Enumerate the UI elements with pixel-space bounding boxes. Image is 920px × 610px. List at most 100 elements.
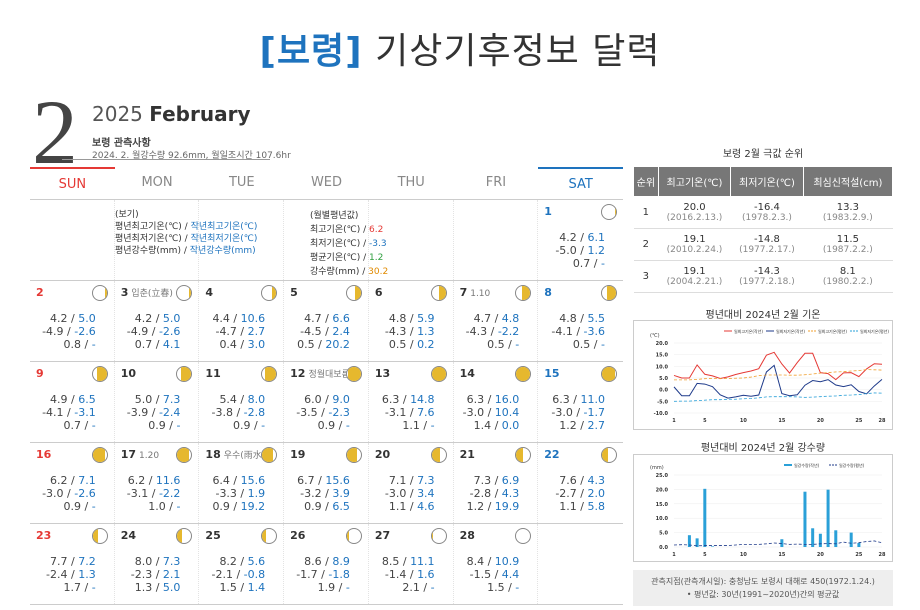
lastyear-value: 19.9: [494, 500, 520, 513]
normal-value: 0.5 /: [572, 338, 602, 351]
big-month-number: 2: [32, 81, 78, 183]
normal-value: -3.2 /: [300, 487, 333, 500]
lastyear-value: 10.9: [494, 555, 520, 568]
normal-value: 0.9 /: [304, 500, 333, 513]
day-values: 5.0 / 7.3 -3.9 / -2.4 0.9 / -: [127, 393, 181, 432]
lastyear-value: 6.6: [332, 312, 350, 325]
normal-value: 1.2 /: [466, 500, 495, 513]
day-values: 4.9 / 6.5 -4.1 / -3.1 0.7 / -: [42, 393, 96, 432]
lastyear-value: 7.3: [162, 555, 181, 568]
day-number: 16: [36, 448, 52, 461]
empty-cell: [454, 200, 539, 280]
moon-phase-icon: [601, 285, 617, 301]
lastyear-value: 4.3: [501, 487, 520, 500]
normal-value: -2.4 /: [46, 568, 79, 581]
calendar-week-row: 9 4.9 / 6.5 -4.1 / -3.1 0.7 / -10 5.0 / 7.3-…: [30, 362, 623, 443]
lastyear-value: 4.3: [587, 474, 606, 487]
moon-phase-icon: [91, 528, 108, 544]
empty-cell: [115, 200, 200, 280]
day-number: 14: [459, 367, 475, 380]
lastyear-value: 14.8: [410, 393, 435, 406]
day-values: 7.3 / 6.9 -2.8 / 4.3 1.2 / 19.9: [467, 474, 520, 513]
x-tick-label: 20: [817, 418, 824, 424]
lastyear-value: 4.1: [162, 338, 181, 351]
lastyear-value: -2.6: [158, 325, 181, 338]
day-cell: 3 입춘(立春) 4.2 / 5.0 -4.9 / -2.6 0.7 / 4.1: [115, 281, 200, 361]
lastyear-value: 1.6: [417, 568, 435, 581]
day-number: 24: [120, 529, 137, 542]
day-cell: 18 우수(雨水) 6.4 / 15.6 -3.3 / 1.9 0.9 / 19.2: [199, 443, 285, 523]
normal-value: -2.1 /: [211, 568, 244, 581]
day-values: 8.6 / 8.9 -1.7 / -1.8 1.9 / -: [296, 555, 350, 594]
normal-value: -4.7 /: [215, 325, 248, 338]
day-values: 6.7 / 15.6 -3.2 / 3.9 0.9 / 6.5: [297, 474, 350, 513]
rain-bar: [826, 489, 830, 547]
ranking-cell: 11.5 (1987.2.2.): [803, 228, 893, 261]
ranking-cell: 8.1 (1980.2.2.): [803, 260, 893, 293]
y-tick-label: 15.0: [656, 502, 669, 508]
normal-value: -4.9 /: [126, 325, 159, 338]
normal-value: 0.9 /: [148, 419, 177, 432]
lastyear-value: 5.9: [417, 312, 435, 325]
day-values: 7.7 / 7.2 -2.4 / 1.3 1.7 / -: [46, 555, 96, 594]
normal-value: -3.5 /: [296, 406, 329, 419]
series-line: [673, 392, 883, 402]
calendar-week-row: 1 4.2 / 6.1 -5.0 / 1.2 0.7 / -: [30, 200, 623, 281]
day-cell: 12 정월대보름 6.0 / 9.0 -3.5 / -2.3 0.9 / -: [284, 362, 369, 442]
rain-bar: [834, 530, 838, 547]
ranking-header: 최고기온(℃): [657, 166, 732, 197]
normal-value: 0.9 /: [232, 419, 262, 432]
weekday-tue: TUE: [228, 175, 255, 190]
normal-value: -1.7 /: [296, 568, 329, 581]
moon-phase-icon: [176, 366, 193, 382]
empty-cell: [199, 200, 285, 280]
series-line: [673, 351, 883, 381]
day-values: 4.8 / 5.5 -4.1 / -3.6 0.5 / -: [551, 312, 605, 351]
normal-value: 0.4 /: [219, 338, 248, 351]
moon-phase-icon: [430, 528, 447, 544]
day-values: 4.7 / 6.6 -4.5 / 2.4 0.5 / 20.2: [297, 312, 350, 351]
monthly-max-label: 최고기온(℃) /: [310, 225, 370, 235]
normal-value: 6.4 /: [212, 474, 241, 487]
normal-value: 0.5 /: [388, 338, 418, 351]
x-tick-label: 5: [703, 418, 707, 424]
y-tick-label: 0.0: [659, 545, 668, 551]
monthly-summary: 2024. 2. 월강수량 92.6mm, 월일조시간 107.6hr: [92, 151, 291, 161]
normal-value: 1.9 /: [317, 581, 346, 594]
y-tick-label: -5.0: [657, 399, 668, 405]
ranking-cell: 3: [633, 260, 659, 293]
normal-value: 6.7 /: [297, 474, 326, 487]
ranking-cell: 13.3 (1983.2.9.): [803, 196, 893, 229]
legend-label: 일강수량(평년): [839, 462, 865, 468]
day-number: 11: [205, 367, 221, 380]
table-row: 1 20.0 (2016.2.13.) -16.4 (1978.2.3.) 13.3 (19…: [633, 196, 893, 229]
lastyear-value: 5.0: [162, 581, 181, 594]
lastyear-value: -: [601, 338, 605, 351]
normal-value: 6.2 /: [50, 474, 79, 487]
lastyear-value: 7.1: [78, 474, 96, 487]
normal-value: -4.1 /: [551, 325, 584, 338]
lastyear-value: -: [515, 338, 520, 351]
moon-phase-icon: [176, 285, 193, 301]
year-label: 2025: [92, 102, 143, 126]
rain-bar: [818, 533, 822, 547]
x-tick-label: 28: [879, 418, 886, 424]
lastyear-value: 10.6: [240, 312, 266, 325]
lastyear-value: 8.0: [247, 393, 266, 406]
day-cell: 16 6.2 / 7.1 -3.0 / -2.6 0.9 / -: [30, 443, 115, 523]
day-number: 1: [544, 205, 552, 218]
normal-value: 0.8 /: [63, 338, 92, 351]
y-tick-label: 15.0: [656, 353, 669, 359]
day-number: 22: [544, 448, 560, 461]
day-values: 4.8 / 5.9 -4.3 / 1.3 0.5 / 0.2: [385, 312, 435, 351]
lastyear-value: -: [91, 338, 96, 351]
x-tick-label: 28: [879, 552, 886, 558]
weekday-header: SUN MON TUE WED THU FRI SAT: [30, 167, 623, 200]
moon-phase-icon: [261, 447, 278, 463]
lastyear-value: 11.1: [410, 555, 435, 568]
day-values: 6.3 / 16.0 -3.0 / 10.4 1.4 / 0.0: [463, 393, 520, 432]
moon-phase-icon: [345, 447, 362, 463]
day-cell: 20 7.1 / 7.3 -3.0 / 3.4 1.1 / 4.6: [369, 443, 454, 523]
normal-value: 7.7 /: [50, 555, 79, 568]
day-cell: 24 8.0 / 7.3 -2.3 / 2.1 1.3 / 5.0: [115, 524, 200, 604]
